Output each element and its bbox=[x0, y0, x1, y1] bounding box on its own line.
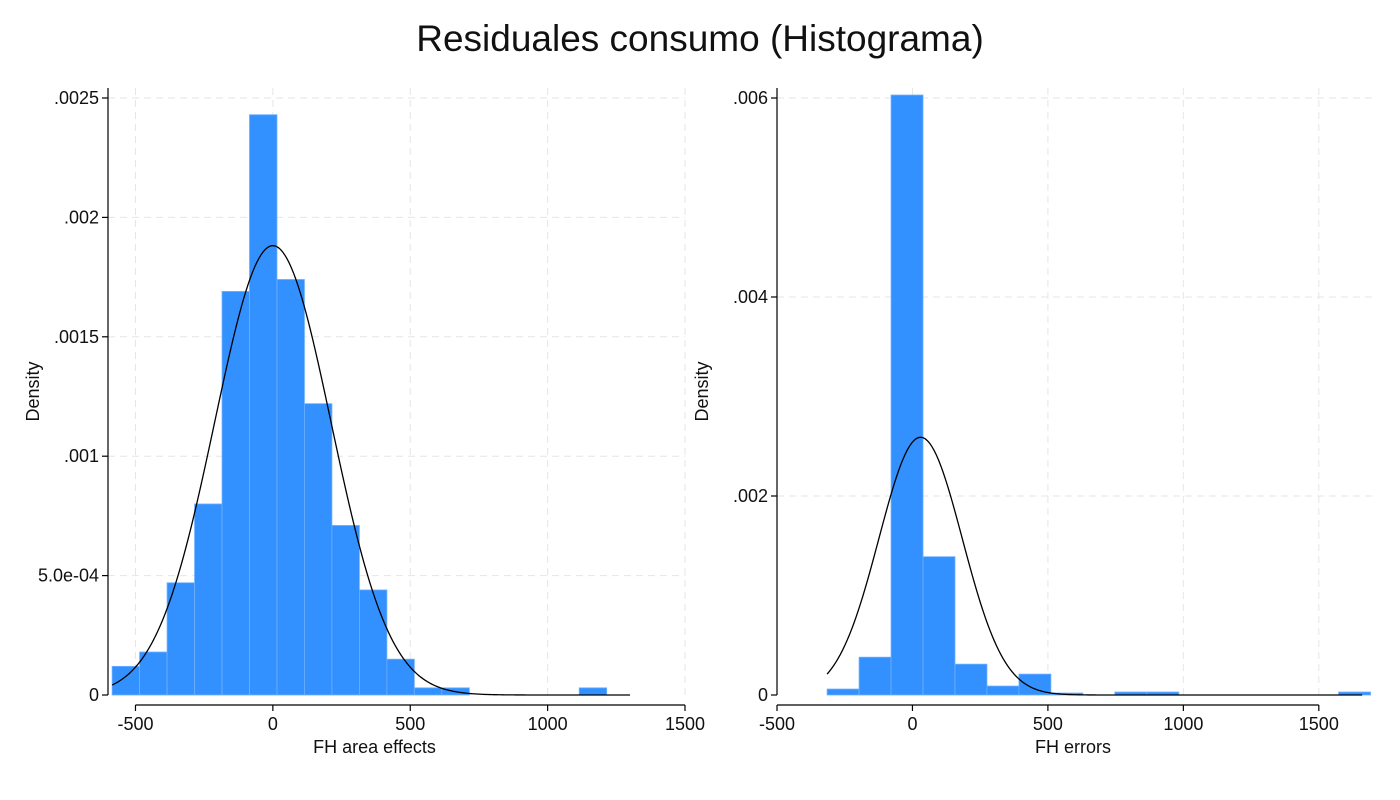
histogram-bar bbox=[954, 663, 988, 696]
histogram-bar bbox=[890, 94, 924, 696]
histogram-bar bbox=[139, 651, 168, 696]
histogram-bar bbox=[858, 656, 892, 696]
histogram-bar bbox=[986, 685, 1020, 696]
x-tick-label: 1500 bbox=[1299, 714, 1339, 734]
x-axis-title: FH area effects bbox=[313, 737, 436, 757]
x-tick-label: 500 bbox=[1033, 714, 1063, 734]
histogram-bar bbox=[166, 582, 195, 696]
y-tick-label: 0 bbox=[89, 685, 99, 705]
y-tick-label: .002 bbox=[733, 486, 768, 506]
x-tick-label: 0 bbox=[907, 714, 917, 734]
y-tick-label: .001 bbox=[64, 446, 99, 466]
x-tick-label: 0 bbox=[268, 714, 278, 734]
y-tick-label: .0025 bbox=[54, 88, 99, 108]
chart-title: Residuales consumo (Histograma) bbox=[416, 18, 984, 59]
x-tick-label: 500 bbox=[395, 714, 425, 734]
y-tick-label: .004 bbox=[733, 287, 768, 307]
y-tick-label: .0015 bbox=[54, 327, 99, 347]
y-axis-title: Density bbox=[23, 361, 43, 421]
histogram-bar bbox=[249, 114, 278, 696]
histogram-bar bbox=[276, 279, 305, 696]
normal-density-curve bbox=[111, 245, 631, 696]
x-tick-label: 1000 bbox=[528, 714, 568, 734]
y-tick-label: .002 bbox=[64, 207, 99, 227]
histogram-bar bbox=[1018, 673, 1052, 696]
x-tick-label: 1000 bbox=[1163, 714, 1203, 734]
y-tick-label: 5.0e-04 bbox=[38, 566, 99, 586]
x-tick-label: 1500 bbox=[665, 714, 705, 734]
normal-density-curve bbox=[826, 436, 1363, 696]
histogram-bar bbox=[922, 556, 956, 696]
histogram-bar bbox=[826, 688, 860, 696]
x-axis-title: FH errors bbox=[1035, 737, 1111, 757]
histogram-bar bbox=[386, 658, 415, 696]
y-tick-label: 0 bbox=[758, 685, 768, 705]
y-axis-title: Density bbox=[692, 361, 712, 421]
y-tick-label: .006 bbox=[733, 88, 768, 108]
histogram-bar bbox=[221, 291, 250, 696]
x-tick-label: -500 bbox=[759, 714, 795, 734]
x-tick-label: -500 bbox=[117, 714, 153, 734]
histogram-bar bbox=[359, 589, 388, 696]
histogram-bar bbox=[194, 503, 223, 696]
histogram-bar bbox=[331, 525, 360, 696]
